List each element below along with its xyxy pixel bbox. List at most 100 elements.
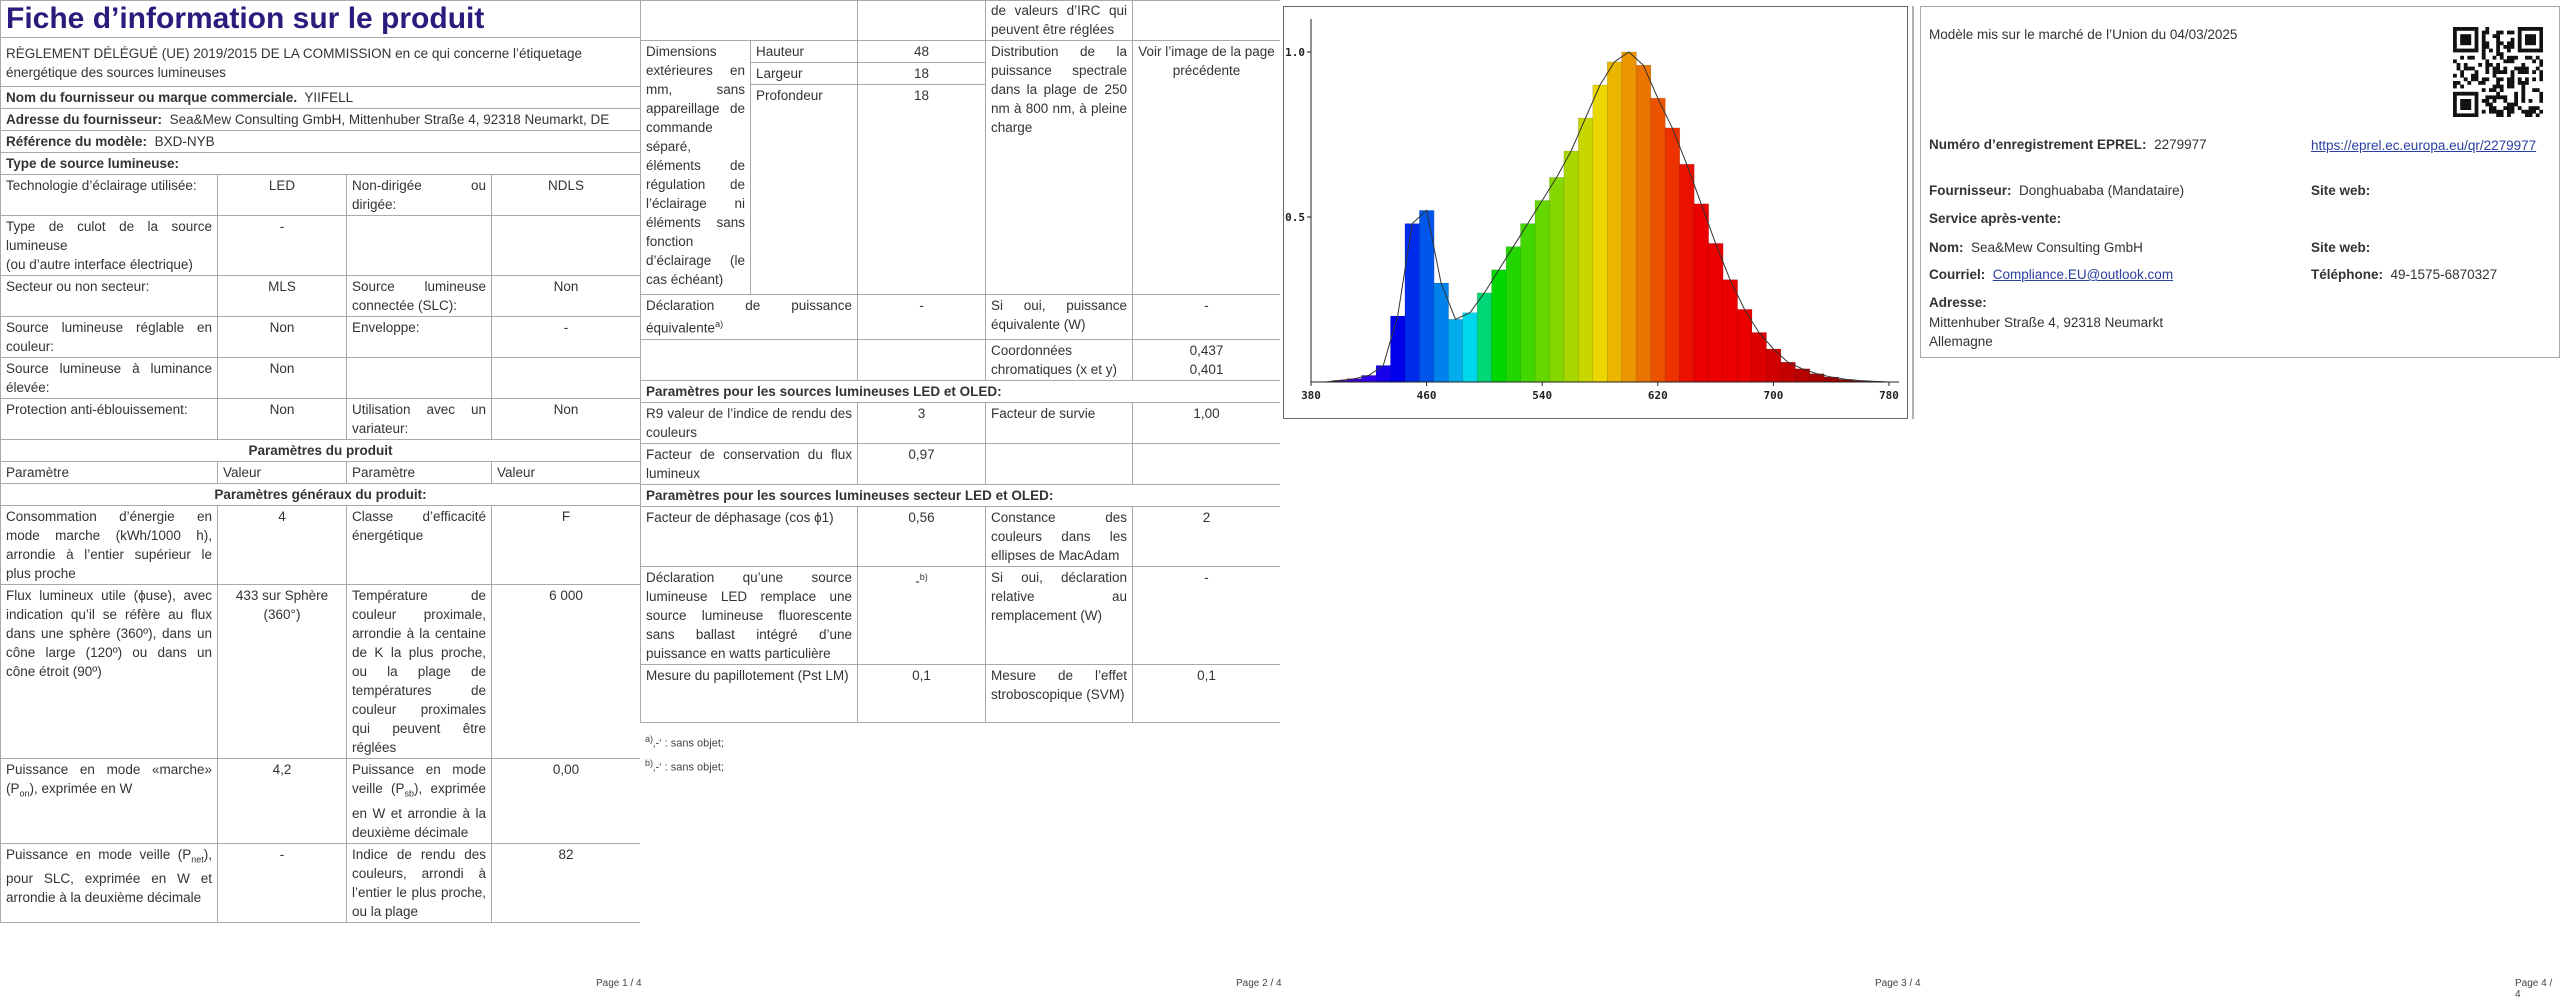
qr-module: [2503, 59, 2508, 64]
eprel-link[interactable]: https://eprel.ec.europa.eu/qr/2279977: [2311, 138, 2537, 153]
qr-module: [2471, 77, 2475, 82]
table-row: Fiche d’information sur le produit: [0, 0, 640, 38]
qr-module: [2474, 109, 2479, 114]
table-cell: 0,1: [1132, 663, 1280, 723]
table-cell: 18: [857, 84, 986, 295]
table-cell: Flux lumineux utile (ϕuse), avec indicat…: [0, 584, 218, 759]
qr-module: [2471, 113, 2475, 117]
qr-module: [2460, 84, 2464, 89]
qr-module: [2463, 63, 2468, 67]
product-table: de valeurs d’IRC qui peuvent être réglée…: [640, 0, 1280, 723]
qr-module: [2467, 81, 2472, 85]
qr-module: [2535, 106, 2540, 110]
qr-module: [2474, 102, 2479, 107]
qr-module: [2539, 37, 2543, 42]
address-line: Mittenhuber Straße 4, 92318 Neumarkt: [1929, 315, 2164, 330]
table-cell: Valeur: [217, 461, 347, 484]
qr-module: [2481, 99, 2486, 103]
spectrum-bar: [1563, 150, 1579, 383]
qr-module: [2496, 30, 2500, 35]
table-cell: 433 sur Sphère (360°): [217, 584, 347, 759]
text: Sea&Mew Consulting GmbH: [1971, 240, 2143, 255]
superscript: b): [645, 758, 654, 769]
text: Type de culot de la source lumineuse: [6, 219, 212, 253]
email-link[interactable]: Compliance.EU@outlook.com: [1992, 267, 2174, 282]
text: (ou d’autre interface électrique): [6, 257, 193, 272]
qr-module: [2474, 113, 2479, 117]
qr-module: [2510, 84, 2515, 89]
superscript: a): [715, 319, 724, 329]
table-row: Déclaration de puissance équivalentea) - S…: [640, 294, 1280, 340]
qr-module: [2521, 66, 2526, 71]
label: Site web:: [2311, 240, 2371, 255]
qr-module: [2456, 66, 2461, 71]
qr-module: [2521, 99, 2526, 103]
qr-module: [2485, 99, 2490, 103]
section-title: Paramètres généraux du produit:: [0, 483, 640, 506]
table-cell: Puissance en mode «marche» (Pon), exprim…: [0, 758, 218, 844]
label: Nom:: [1929, 240, 1964, 255]
address-line: Allemagne: [1929, 334, 1993, 349]
service-title: Service après-vente:: [1929, 211, 2061, 226]
qr-module: [2499, 52, 2504, 56]
qr-module: [2532, 59, 2536, 64]
table-cell: Technologie d’éclairage utilisée:: [0, 174, 218, 216]
spectrum-bar: [1722, 279, 1738, 383]
table-cell: [346, 357, 492, 399]
table-cell: Puissance en mode veille (Psb), exprimée…: [346, 758, 492, 844]
table-row: Mesure du papillotement (Pst LM) 0,1 Mesur…: [640, 663, 1280, 723]
table-cell: Mesure du papillotement (Pst LM): [640, 663, 858, 723]
qr-module: [2467, 27, 2472, 31]
qr-module: [2525, 66, 2529, 71]
qr-module: [2517, 27, 2522, 31]
product-table: Fiche d’information sur le produit RÈGLE…: [0, 0, 640, 923]
qr-module: [2507, 41, 2511, 46]
section-title: Paramètres pour les sources lumineuses L…: [640, 379, 1280, 403]
qr-module: [2525, 34, 2529, 38]
qr-module: [2517, 66, 2522, 71]
qr-module: [2539, 41, 2543, 46]
table-cell: Profondeur: [750, 84, 858, 295]
qr-module: [2521, 70, 2526, 74]
table-cell: Puissance en mode veille (Pnet), pour SL…: [0, 842, 218, 923]
qr-module: [2496, 70, 2500, 74]
table-cell: Facteur de conservation du flux lumineux: [640, 442, 858, 485]
qr-module: [2456, 91, 2461, 96]
table-cell: [640, 0, 858, 41]
qr-module: [2453, 99, 2457, 103]
text: Déclaration de puissance équivalente: [646, 298, 852, 336]
qr-module: [2507, 48, 2511, 53]
qr-module: [2521, 88, 2526, 92]
qr-module: [2460, 102, 2464, 107]
text: 49-1575-6870327: [2390, 267, 2498, 282]
qr-module: [2507, 30, 2511, 35]
qr-module: [2521, 84, 2526, 89]
qr-module: [2521, 91, 2526, 96]
table-row: Type de culot de la source lumineuse (ou …: [0, 215, 640, 276]
table-cell: -: [217, 215, 347, 276]
qr-module: [2525, 77, 2529, 82]
qr-module: [2474, 27, 2479, 31]
qr-module: [2539, 70, 2543, 74]
page-footer: Page 2 / 4: [1236, 978, 1282, 989]
qr-module: [2507, 106, 2511, 110]
qr-module: [2453, 84, 2457, 89]
qr-module: [2532, 109, 2536, 114]
qr-module: [2496, 63, 2500, 67]
qr-module: [2474, 95, 2479, 100]
qr-module: [2499, 88, 2504, 92]
qr-module: [2463, 41, 2468, 46]
qr-module: [2489, 48, 2493, 53]
table-cell: [640, 338, 858, 381]
y-tick-label: 0.5: [1285, 211, 1305, 224]
spectrum-bar: [1390, 315, 1406, 383]
table-row: Type de source lumineuse:: [0, 152, 640, 175]
qr-module: [2525, 81, 2529, 85]
spectrum-bar: [1679, 163, 1695, 383]
eprel-box: Modèle mis sur le marché de l’Union du 0…: [1920, 6, 2560, 358]
x-tick-label: 380: [1301, 389, 1321, 402]
qr-module: [2521, 95, 2526, 100]
table-cell: NDLS: [490, 174, 640, 216]
qr-module: [2474, 77, 2479, 82]
qr-module: [2499, 95, 2504, 100]
